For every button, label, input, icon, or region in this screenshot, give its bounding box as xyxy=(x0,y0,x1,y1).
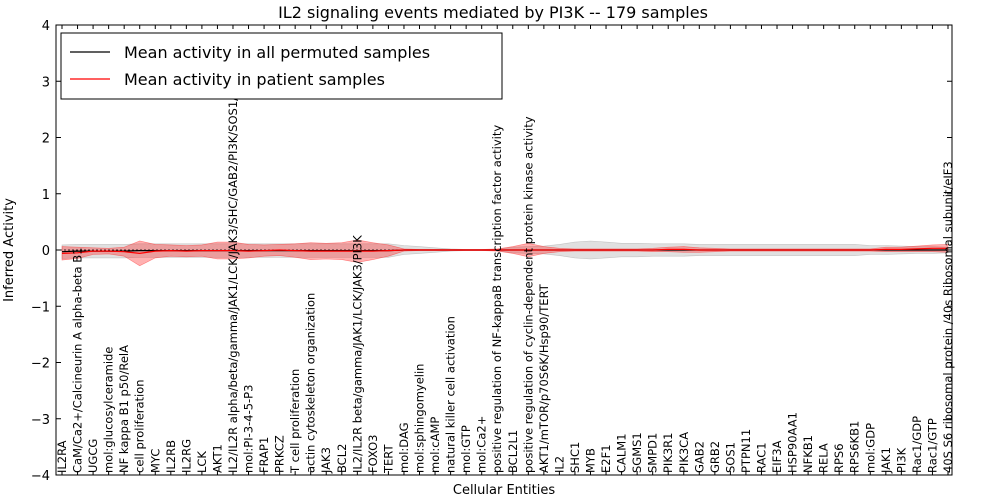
x-category-label: CaM/Ca2+/Calcineurin A alpha-beta B1 xyxy=(71,248,85,473)
x-category-label: mol:PI-3-4-5-P3 xyxy=(242,385,256,473)
x-category-label: LCK xyxy=(195,451,209,473)
x-category-label: IL2/IL2R beta/gamma/JAK1/LCK/JAK3/PI3K xyxy=(350,235,364,473)
x-axis-label: Cellular Entities xyxy=(453,483,555,498)
x-category-label: RELA xyxy=(817,443,831,473)
x-category-label: RAC1 xyxy=(755,442,769,473)
x-category-label: JAK1 xyxy=(879,447,893,474)
x-category-label: SHC1 xyxy=(568,442,582,473)
x-category-label: Rac1/GTP xyxy=(926,418,940,473)
x-category-label: GAB2 xyxy=(692,441,706,473)
x-category-label: cell proliferation xyxy=(133,379,147,473)
x-category-label: IL2RA xyxy=(55,440,69,473)
x-category-label: Rac1/GDP xyxy=(910,416,924,473)
x-category-label: mol:GTP xyxy=(459,425,473,473)
x-category-label: HSP90AA1 xyxy=(786,412,800,473)
y-axis: 4 3 2 1 0 −1 −2 −3 −4 xyxy=(31,19,952,484)
x-category-label: RPS6 xyxy=(832,443,846,473)
x-category-label: positive regulation of NF-kappaB transcr… xyxy=(490,125,504,473)
x-category-label: TERT xyxy=(381,444,395,474)
x-category-label: IL2RB xyxy=(164,440,178,473)
x-category-label: BCL2 xyxy=(335,444,349,473)
x-category-label: mol:sphingomyelin xyxy=(413,364,427,473)
x-category-label: mol:GDP xyxy=(863,423,877,473)
x-category-label: natural killer cell activation xyxy=(444,316,458,473)
y-tick-label: −3 xyxy=(31,413,50,428)
legend-box xyxy=(60,32,503,100)
x-category-label: NFKB1 xyxy=(801,435,815,473)
x-category-label: PI3K xyxy=(894,447,908,473)
x-category-label: GRB2 xyxy=(708,441,722,473)
legend-label-permuted: Mean activity in all permuted samples xyxy=(124,43,430,62)
x-category-label: NF kappa B1 p50/RelA xyxy=(117,345,131,473)
x-category-label: mol:DAG xyxy=(397,422,411,473)
y-tick-label: 4 xyxy=(42,19,50,34)
x-category-label: AKT1 xyxy=(210,444,224,473)
x-category-label: SGMS1 xyxy=(630,432,644,473)
x-category-label: mol:glucosylceramide xyxy=(102,347,116,473)
x-category-label: FRAP1 xyxy=(257,437,271,473)
x-category-label: PIK3CA xyxy=(677,432,691,473)
x-category-label: PRKCZ xyxy=(273,435,287,473)
y-tick-label: −4 xyxy=(31,469,50,484)
x-category-label: MYC xyxy=(148,449,162,473)
x-category-label: SOS1 xyxy=(723,442,737,473)
x-category-label: UGCG xyxy=(86,439,100,473)
x-category-label: IL2RG xyxy=(179,439,193,473)
x-category-label: mol:cAMP xyxy=(428,417,442,473)
x-category-label: AKT1/mTOR/p70S6K/Hsp90/TERT xyxy=(537,283,551,473)
x-category-label: PIK3R1 xyxy=(661,433,675,474)
x-category-label: CALM1 xyxy=(615,433,629,473)
x-category-label: mol:Ca2+ xyxy=(475,416,489,473)
legend-label-patient: Mean activity in patient samples xyxy=(124,70,385,89)
x-category-label: EIF3A xyxy=(770,440,784,473)
chart-title: IL2 signaling events mediated by PI3K --… xyxy=(278,3,708,22)
y-tick-label: −1 xyxy=(31,300,50,315)
band-patient xyxy=(61,239,949,267)
x-category-label: T cell proliferation xyxy=(288,369,302,474)
x-category-label: JAK3 xyxy=(319,447,333,474)
y-tick-label: 1 xyxy=(42,188,50,203)
y-tick-label: −2 xyxy=(31,357,50,372)
x-category-label: FOXO3 xyxy=(366,435,380,473)
x-axis: IL2RA CaM/Ca2+/Calcineurin A alpha-beta B… xyxy=(55,25,955,475)
series-line-patient xyxy=(61,247,948,255)
x-category-label: actin cytoskeleton organization xyxy=(304,293,318,473)
x-category-label: positive regulation of cyclin-dependent … xyxy=(521,116,535,473)
legend: Mean activity in all permuted samples Me… xyxy=(60,32,503,100)
y-tick-label: 3 xyxy=(42,75,50,90)
x-category-label: PTPN11 xyxy=(739,429,753,473)
x-category-label: E2F1 xyxy=(599,444,613,473)
y-tick-label: 0 xyxy=(42,244,50,259)
x-category-label: MYB xyxy=(584,448,598,473)
y-tick-label: 2 xyxy=(42,132,50,147)
x-category-label: 40S S6 ribosomal protein /40s Ribosomal … xyxy=(941,161,955,473)
y-axis-label: Inferred Activity xyxy=(2,198,17,302)
x-category-label: IL2 xyxy=(552,456,566,473)
x-category-label: RPS6KB1 xyxy=(848,421,862,473)
series-lines xyxy=(61,247,948,255)
x-category-label: BCL2L1 xyxy=(506,430,520,473)
x-category-label: IL2/IL2R alpha/beta/gamma/JAK1/LCK/JAK3/… xyxy=(226,67,240,473)
x-category-label: SMPD1 xyxy=(646,433,660,473)
